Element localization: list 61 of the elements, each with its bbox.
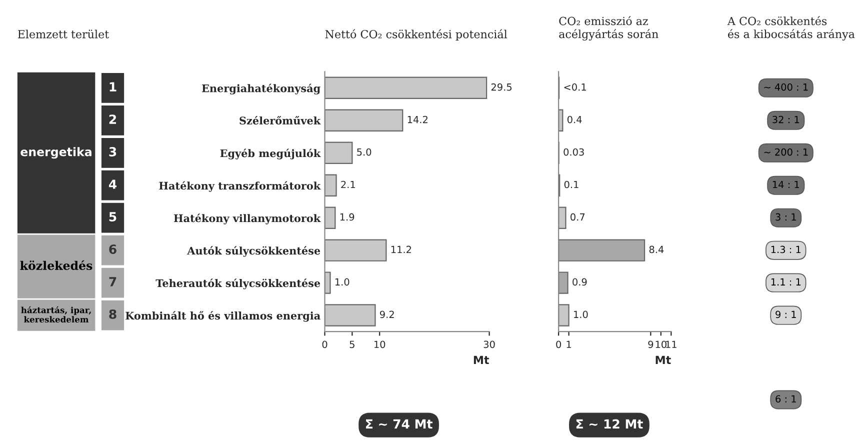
- x-tick-label: 1: [566, 340, 571, 348]
- text: 9 : 1: [776, 310, 796, 318]
- y-tick-label: Hatékony villanymotorok: [174, 214, 321, 224]
- data-label: 8.4: [649, 246, 664, 254]
- data-label: 2.1: [341, 180, 355, 188]
- y-tick-label: Hatékony transzformátorok: [159, 181, 321, 192]
- chart-title: Nettó CO₂ csökkentési potenciál: [325, 29, 508, 40]
- data-label: 1.9: [340, 213, 354, 221]
- text: 14 : 1: [772, 180, 800, 188]
- y-tick-label: Energiahatékonyság: [202, 84, 320, 94]
- data-label: <0.1: [564, 83, 586, 91]
- data-label: 1.0: [574, 310, 588, 318]
- x-tick-label: 5: [350, 340, 354, 348]
- data-label: 0.9: [572, 278, 587, 286]
- text: A CO₂ csökkentés és a kibocsátás aránya: [727, 16, 855, 40]
- data-label: 0.03: [564, 148, 584, 156]
- data-label: 0.7: [570, 213, 585, 221]
- data-label: 9.2: [380, 310, 394, 318]
- text: 6 : 1: [776, 395, 796, 403]
- data-label: 11.2: [391, 246, 412, 254]
- text: 4: [108, 180, 117, 189]
- x-tick-label: 10: [656, 340, 666, 348]
- x-tick-label: 0: [322, 340, 328, 348]
- text: 7: [109, 277, 116, 286]
- text: 8: [109, 309, 116, 319]
- text: 1: [110, 82, 116, 92]
- data-label: 1.0: [335, 278, 350, 286]
- y-tick-label: Autók súlycsökkentése: [187, 246, 320, 257]
- text: háztartás, ipar, kereskedelem: [21, 306, 91, 323]
- data-label: 14.2: [408, 116, 428, 124]
- text: 6: [109, 244, 116, 254]
- y-tick-label: Kombinált hő és villamos energia: [126, 311, 320, 322]
- text: ~ 200 : 1: [764, 148, 808, 156]
- data-label: 29.5: [491, 83, 512, 91]
- x-tick-label: 30: [484, 340, 495, 348]
- data-label: 5.0: [357, 148, 372, 156]
- x-tick-label: 11: [666, 340, 676, 348]
- text: Σ ~ 12 Mt: [576, 419, 643, 429]
- text: 1.1 : 1: [771, 278, 801, 286]
- data-label: 0.1: [564, 180, 578, 188]
- text: 2: [109, 114, 116, 124]
- text: ~ 400 : 1: [764, 83, 808, 91]
- text: energetika: [20, 147, 92, 159]
- data-label: 0.4: [567, 116, 582, 124]
- text: 5: [109, 212, 116, 222]
- y-tick-label: Szélerőművek: [240, 116, 321, 125]
- x-axis-title: Mt: [656, 356, 671, 364]
- x-axis-title: Mt: [474, 356, 490, 364]
- y-tick-label: Egyéb megújulók: [220, 148, 321, 160]
- text: közlekedés: [20, 260, 92, 270]
- x-tick-label: 0: [556, 340, 562, 348]
- text: Σ ~ 74 Mt: [366, 419, 432, 429]
- chart-title: CO₂ emisszió az acélgyártás során: [559, 16, 658, 40]
- text: 32 : 1: [772, 116, 800, 124]
- text: 3: [109, 147, 116, 157]
- x-tick-label: 9: [648, 340, 654, 348]
- y-tick-label: Teherautók súlycsökkentése: [156, 278, 320, 290]
- x-tick-label: 10: [374, 340, 386, 348]
- text: Elemzett terület: [18, 30, 110, 38]
- text: 1.3 : 1: [771, 246, 801, 254]
- text: 3 : 1: [776, 213, 796, 221]
